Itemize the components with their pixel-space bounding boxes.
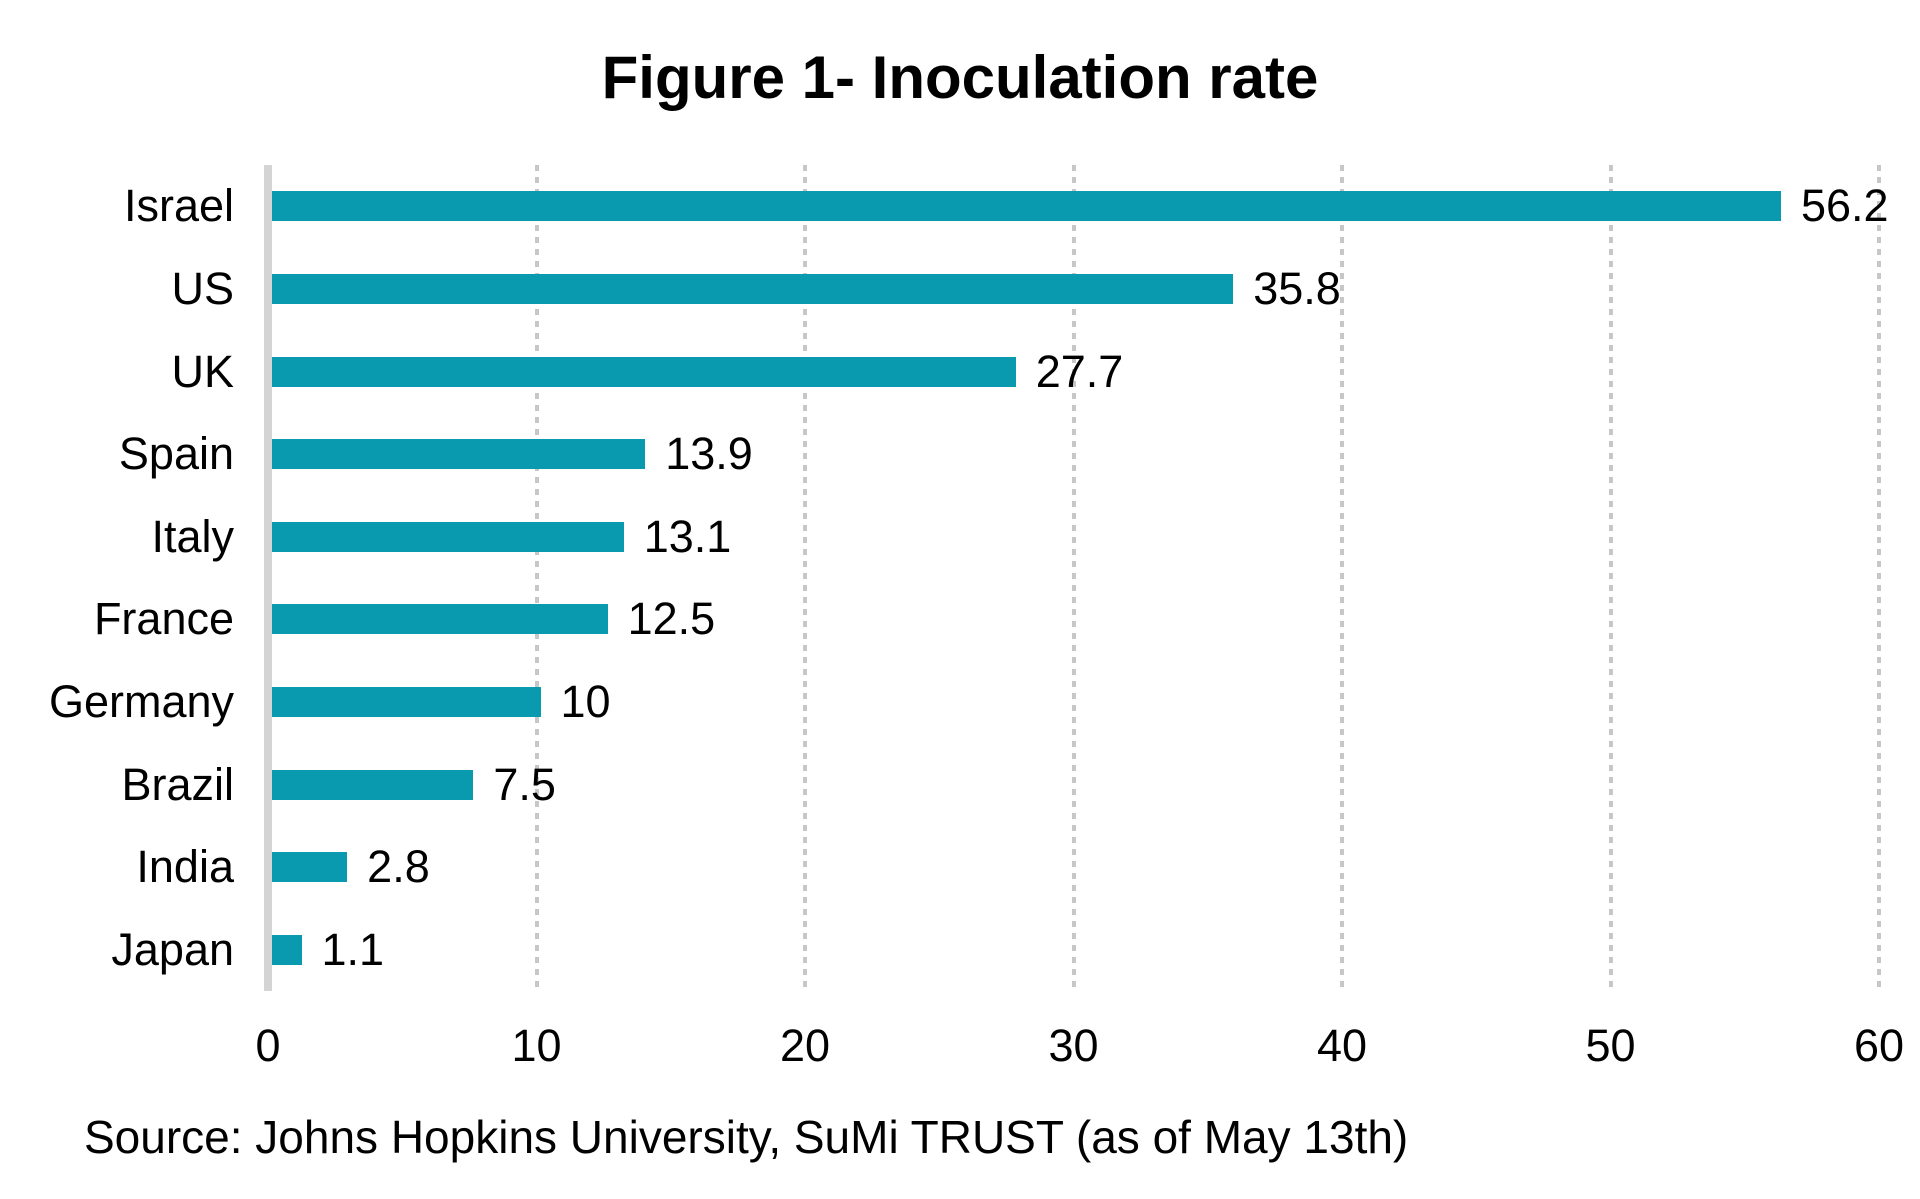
- value-label: 56.2: [1800, 180, 1889, 232]
- value-label: 2.8: [367, 841, 430, 893]
- bar: [272, 934, 302, 965]
- bar: [272, 439, 646, 470]
- value-label: 7.5: [493, 758, 556, 810]
- bar: [272, 273, 1234, 304]
- category-label: India: [136, 841, 234, 893]
- x-tick-label: 10: [511, 1020, 562, 1071]
- category-label: Spain: [118, 428, 234, 480]
- category-label: Brazil: [121, 758, 234, 810]
- value-label: 1.1: [321, 923, 385, 975]
- value-label: 10: [560, 675, 611, 727]
- x-tick-label: 40: [1316, 1020, 1368, 1071]
- source-note: Source: Johns Hopkins University, SuMi T…: [84, 1111, 1409, 1163]
- gridline-40: [1340, 165, 1344, 991]
- gridline-20: [803, 165, 807, 991]
- gridline-10: [534, 165, 539, 991]
- value-label: 13.9: [665, 428, 753, 480]
- value-label: 27.7: [1035, 345, 1124, 397]
- category-label: UK: [171, 345, 234, 397]
- gridline-50: [1608, 165, 1613, 991]
- y-axis-line: [264, 165, 272, 991]
- value-label: 13.1: [643, 510, 732, 562]
- value-label: 35.8: [1253, 262, 1341, 314]
- category-label: France: [93, 593, 234, 645]
- category-label: Germany: [48, 675, 234, 727]
- bar: [272, 604, 608, 635]
- x-tick-label: 0: [255, 1020, 281, 1071]
- gridline-60: [1877, 165, 1881, 991]
- category-label: Japan: [111, 923, 234, 975]
- category-label: Israel: [123, 180, 234, 232]
- bar: [272, 191, 1781, 222]
- x-tick-label: 50: [1585, 1020, 1636, 1071]
- x-tick-label: 30: [1048, 1020, 1099, 1071]
- category-label: US: [171, 262, 234, 314]
- chart-title: Figure 1- Inoculation rate: [601, 44, 1319, 111]
- x-tick-label: 20: [779, 1020, 831, 1071]
- bar: [272, 686, 541, 717]
- bar: [272, 521, 624, 552]
- x-tick-label: 60: [1853, 1020, 1905, 1071]
- gridline-30: [1071, 165, 1076, 991]
- category-label: Italy: [151, 510, 234, 562]
- bar: [272, 769, 474, 800]
- value-label: 12.5: [627, 593, 716, 645]
- bar: [272, 356, 1016, 387]
- bar: [272, 852, 348, 883]
